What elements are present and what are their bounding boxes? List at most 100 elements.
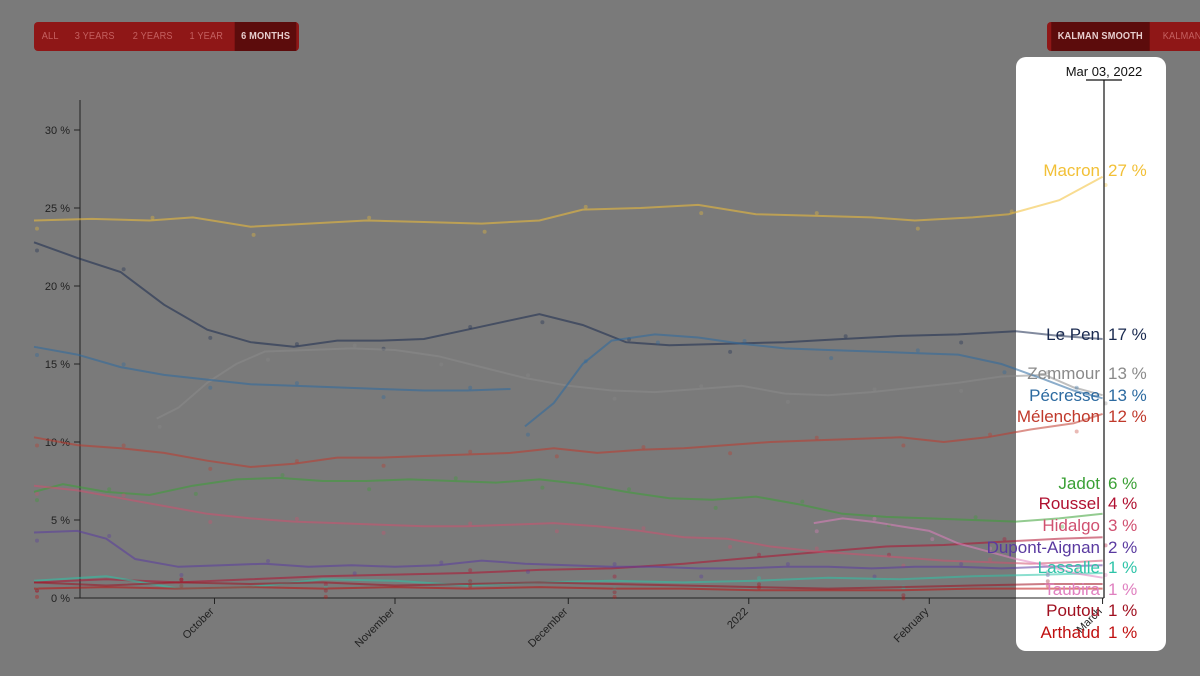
poll-dot	[540, 485, 545, 490]
poll-dot	[612, 396, 617, 401]
poll-dot	[251, 232, 256, 237]
poll-dot	[713, 505, 718, 510]
poll-dot	[757, 582, 761, 587]
poll-dot	[612, 562, 617, 567]
legend-name-m-lenchon: Mélenchon	[1017, 407, 1100, 426]
poll-dot	[1002, 370, 1007, 375]
series-line-le-pen	[33, 241, 1103, 348]
poll-dot	[179, 577, 184, 582]
y-tick-label: 30 %	[45, 125, 70, 137]
poll-dot	[439, 560, 444, 565]
poll-dot	[757, 585, 761, 590]
series-line-dupont-aignan	[33, 529, 1103, 570]
legend-value: 1 %	[1108, 558, 1137, 577]
poll-dot	[367, 215, 372, 220]
poll-dot	[800, 499, 805, 504]
poll-dot	[525, 373, 530, 378]
poll-dot	[814, 211, 819, 216]
poll-dot	[179, 583, 184, 588]
poll-dot	[468, 568, 473, 573]
legend-value: 13 %	[1108, 364, 1147, 383]
legend-name-poutou: Poutou	[1046, 601, 1100, 620]
legend-name-taubira: Taubira	[1044, 580, 1100, 599]
legend-name-roussel: Roussel	[1039, 494, 1100, 513]
poll-dot	[1002, 537, 1007, 542]
legend-name-zemmour: Zemmour	[1027, 364, 1100, 383]
kalman-smooth-button[interactable]: KALMAN SMOOTH	[1051, 22, 1150, 51]
legend-value: 1 %	[1108, 601, 1137, 620]
poll-dot	[583, 359, 588, 364]
range-all-button[interactable]: ALL	[41, 31, 59, 42]
poll-dot	[843, 334, 848, 339]
poll-dot	[35, 443, 39, 448]
poll-dot	[208, 335, 213, 340]
range-1-year-button[interactable]: 1 YEAR	[189, 31, 224, 42]
poll-dot	[814, 529, 819, 534]
x-tick-label: February	[892, 605, 932, 645]
poll-dot	[525, 432, 530, 437]
x-tick-label: December	[526, 605, 571, 650]
range-selector: ALL 3 YEARS 2 YEARS 1 YEAR 6 MONTHS	[34, 22, 300, 51]
poll-dot	[381, 530, 386, 535]
range-6-months-button[interactable]: 6 MONTHS	[234, 22, 297, 51]
poll-dot	[208, 466, 213, 471]
legend-value: 3 %	[1108, 516, 1137, 535]
poll-dot	[323, 588, 328, 593]
poll-dot	[540, 320, 545, 325]
poll-dot	[367, 487, 372, 492]
poll-dot	[1074, 429, 1079, 434]
poll-dot	[468, 449, 473, 454]
smoothing-selector: KALMAN SMOOTH KALMAN	[1047, 22, 1200, 51]
legend-name-le-pen: Le Pen	[1046, 325, 1100, 344]
legend-value: 4 %	[1108, 494, 1137, 513]
poll-dot	[266, 558, 271, 563]
poll-dot	[583, 204, 588, 209]
poll-dot	[988, 432, 993, 437]
legend-name-jadot: Jadot	[1058, 474, 1100, 493]
poll-dot	[35, 248, 39, 253]
poll-dot	[901, 443, 906, 448]
poll-dot	[35, 588, 39, 593]
poll-dot	[612, 590, 617, 595]
legend-value: 27 %	[1108, 161, 1147, 180]
poll-dot	[915, 226, 920, 231]
poll-dot	[641, 526, 646, 531]
poll-dot	[107, 487, 112, 492]
kalman-button[interactable]: KALMAN	[1162, 31, 1200, 42]
poll-dot	[381, 463, 386, 468]
poll-dot	[121, 267, 126, 272]
poll-dot	[959, 340, 964, 345]
legend-value: 12 %	[1108, 407, 1147, 426]
series-line-m-lenchon	[33, 412, 1103, 469]
legend-value: 17 %	[1108, 325, 1147, 344]
poll-dot	[468, 385, 473, 390]
poll-dot	[35, 498, 39, 503]
poll-dot	[352, 571, 357, 576]
poll-dot	[930, 537, 935, 542]
poll-dot	[901, 593, 906, 598]
poll-dot	[785, 399, 790, 404]
poll-dot	[266, 357, 271, 362]
poll-dot	[627, 487, 632, 492]
poll-dot	[525, 569, 530, 574]
poll-dot	[294, 342, 299, 347]
poll-dot	[1060, 524, 1065, 529]
poll-dot	[554, 529, 559, 534]
poll-dot	[655, 340, 660, 345]
y-tick-label: 0 %	[51, 593, 70, 605]
poll-dot	[554, 454, 559, 459]
legend-name-arthaud: Arthaud	[1040, 623, 1100, 642]
range-3-years-button[interactable]: 3 YEARS	[75, 31, 116, 42]
legend-name-p-cresse: Pécresse	[1029, 386, 1100, 405]
range-2-years-button[interactable]: 2 YEARS	[132, 31, 173, 42]
poll-dot	[728, 544, 733, 549]
poll-dot	[381, 395, 386, 400]
poll-dot	[612, 574, 617, 579]
series-line-arthaud	[33, 586, 1103, 592]
legend-value: 6 %	[1108, 474, 1137, 493]
poll-dot	[294, 381, 299, 386]
poll-dot	[1045, 370, 1050, 375]
legend-name-hidalgo: Hidalgo	[1042, 516, 1100, 535]
poll-dot	[699, 384, 704, 389]
